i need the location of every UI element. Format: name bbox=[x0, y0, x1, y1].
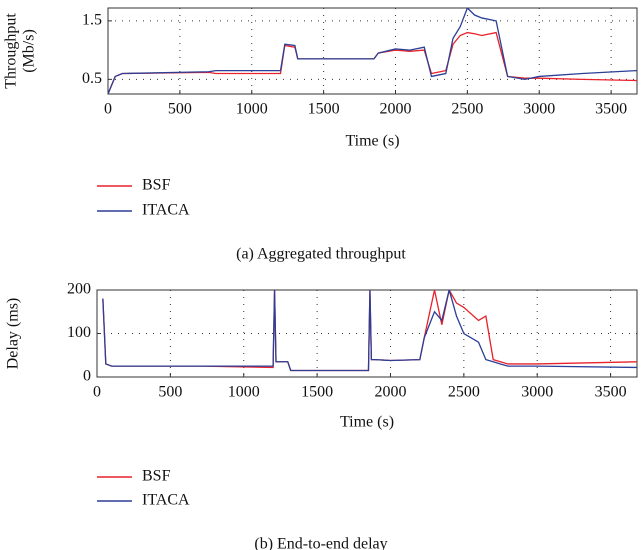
x-tick-label: 1500 bbox=[308, 101, 340, 118]
y-tick-label: 1.5 bbox=[82, 12, 102, 29]
x-tick-label: 1000 bbox=[228, 384, 260, 401]
x-tick-label: 2000 bbox=[374, 384, 406, 401]
x-tick-label: 3500 bbox=[595, 384, 627, 401]
x-tick-label: 3000 bbox=[521, 384, 553, 401]
y-tick-label: 100 bbox=[67, 324, 91, 341]
x-tick-label: 2000 bbox=[380, 101, 412, 118]
legend-label: BSF bbox=[142, 177, 171, 194]
x-tick-label: 0 bbox=[104, 101, 112, 118]
x-tick-label: 2500 bbox=[451, 101, 483, 118]
y-tick-label: 0.5 bbox=[82, 70, 102, 87]
series-line bbox=[108, 8, 637, 94]
legend-label: ITACA bbox=[142, 492, 190, 509]
x-tick-label: 500 bbox=[168, 101, 192, 118]
y-axis-label: Delay (ms) bbox=[5, 298, 22, 370]
caption: (a) Aggregated throughput bbox=[236, 246, 406, 263]
y-axis-label: (Mb/s) bbox=[21, 29, 38, 73]
x-tick-label: 2500 bbox=[448, 384, 480, 401]
caption: (b) End-to-end delay bbox=[254, 536, 387, 550]
x-axis-label: Time (s) bbox=[340, 414, 394, 431]
series-line bbox=[102, 290, 637, 372]
y-tick-label: 0 bbox=[83, 368, 91, 385]
x-tick-label: 3000 bbox=[523, 101, 555, 118]
x-tick-label: 3500 bbox=[595, 101, 627, 118]
y-tick-label: 200 bbox=[67, 281, 91, 298]
x-tick-label: 0 bbox=[93, 384, 101, 401]
y-axis-label: Throughput bbox=[3, 13, 20, 89]
plot-frame bbox=[107, 7, 638, 95]
x-tick-label: 1500 bbox=[301, 384, 333, 401]
legend-label: ITACA bbox=[142, 202, 190, 219]
legend-label: BSF bbox=[142, 468, 171, 485]
plot-frame bbox=[96, 289, 638, 378]
x-tick-label: 500 bbox=[158, 384, 182, 401]
series-line bbox=[108, 31, 637, 94]
x-tick-label: 1000 bbox=[236, 101, 268, 118]
x-axis-label: Time (s) bbox=[345, 133, 399, 150]
